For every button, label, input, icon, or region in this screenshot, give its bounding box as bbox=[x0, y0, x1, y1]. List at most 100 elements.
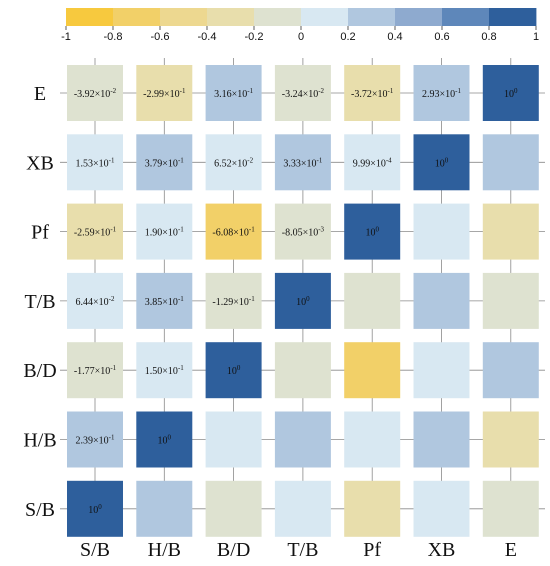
x-tick-label: T/B bbox=[287, 539, 318, 561]
cell-value-label: -3.92×10-2 bbox=[74, 87, 117, 100]
cell-value-label: 1.90×10-1 bbox=[145, 226, 184, 239]
heatmap-cell bbox=[274, 203, 331, 260]
heatmap-cell bbox=[274, 65, 331, 121]
colorbar: -1 -0.8 -0.6 -0.4 -0.2 0 0.2 0.4 0.6 0.8 1 bbox=[61, 8, 539, 43]
heatmap-cell bbox=[344, 134, 401, 191]
heatmap-cell bbox=[205, 203, 262, 260]
colorbar-bin-7 bbox=[395, 8, 443, 26]
colorbar-tick-label: -0.4 bbox=[198, 31, 217, 43]
colorbar-tick-label: -1 bbox=[61, 31, 71, 43]
colorbar-tick-label: 0.2 bbox=[340, 31, 355, 43]
colorbar-bin-9 bbox=[489, 8, 537, 26]
heatmap-cell bbox=[67, 65, 123, 121]
heatmap-cell bbox=[274, 272, 331, 329]
heatmap-cell bbox=[205, 134, 262, 191]
heatmap-cell bbox=[274, 134, 331, 191]
heatmap-cell bbox=[205, 342, 262, 399]
heatmap-cell bbox=[482, 480, 539, 537]
y-tick-label: S/B bbox=[25, 499, 55, 521]
heatmap-cell bbox=[136, 65, 193, 121]
y-tick-label: H/B bbox=[23, 430, 56, 452]
heatmap-cell bbox=[344, 272, 401, 329]
heatmap-cell bbox=[136, 203, 193, 260]
y-tick-label: T/B bbox=[24, 291, 55, 313]
colorbar-bin-6 bbox=[348, 8, 396, 26]
x-tick-label: XB bbox=[428, 539, 456, 561]
colorbar-bin-4 bbox=[254, 8, 302, 26]
heatmap-cell bbox=[482, 272, 539, 329]
cell-value-label: 3.33×10-1 bbox=[283, 156, 322, 169]
cell-value-label: 2.93×10-1 bbox=[422, 87, 461, 100]
colorbar-tick-label: -0.6 bbox=[151, 31, 170, 43]
heatmap-cells: -3.92×10-2 -2.99×10-1 3.16×10-1 -3.24×10-2 -… bbox=[67, 65, 539, 537]
x-tick-label: E bbox=[505, 539, 517, 561]
heatmap-cell bbox=[344, 203, 401, 260]
heatmap-cell bbox=[136, 411, 193, 468]
heatmap-cell bbox=[67, 480, 123, 537]
heatmap-cell bbox=[482, 203, 539, 260]
colorbar-tick-label: -0.8 bbox=[104, 31, 123, 43]
heatmap-cell bbox=[274, 342, 331, 399]
heatmap-cell bbox=[205, 272, 262, 329]
cell-value-label: -2.59×10-1 bbox=[74, 226, 117, 239]
heatmap-cell bbox=[274, 411, 331, 468]
heatmap-cell bbox=[67, 411, 123, 468]
y-tick-label: XB bbox=[26, 152, 54, 174]
cell-value-label: -2.99×10-1 bbox=[143, 87, 186, 100]
colorbar-tick-label: 0.6 bbox=[434, 31, 449, 43]
colorbar-bin-3 bbox=[207, 8, 255, 26]
cell-value-label: 6.44×10-2 bbox=[76, 295, 115, 308]
x-tick-label: Pf bbox=[363, 539, 381, 561]
heatmap-cell bbox=[413, 203, 470, 260]
heatmap-cell bbox=[344, 480, 401, 537]
cell-value-label: -8.05×10-3 bbox=[282, 226, 325, 239]
cell-value-label: 9.99×10-4 bbox=[353, 156, 392, 169]
y-tick-label: Pf bbox=[31, 222, 49, 244]
heatmap-cell bbox=[413, 411, 470, 468]
heatmap-cell bbox=[413, 342, 470, 399]
cell-value-label: -6.08×10-1 bbox=[212, 226, 255, 239]
x-tick-label: H/B bbox=[148, 539, 181, 561]
cell-value-label: 3.85×10-1 bbox=[145, 295, 184, 308]
x-axis-labels: S/B H/B B/D T/B Pf XB E bbox=[80, 539, 517, 561]
cell-value-label: 3.16×10-1 bbox=[214, 87, 253, 100]
heatmap-cell bbox=[344, 65, 401, 121]
heatmap-cell bbox=[67, 134, 123, 191]
heatmap-cell bbox=[136, 480, 193, 537]
cell-value-label: -1.77×10-1 bbox=[74, 364, 117, 377]
colorbar-tick-label: -0.2 bbox=[245, 31, 264, 43]
cell-value-label: 1.50×10-1 bbox=[145, 364, 184, 377]
colorbar-bin-0 bbox=[66, 8, 114, 26]
heatmap-cell bbox=[67, 272, 123, 329]
cell-value-label: 6.52×10-2 bbox=[214, 156, 253, 169]
colorbar-bin-1 bbox=[113, 8, 161, 26]
colorbar-tick-label: 1 bbox=[533, 31, 539, 43]
heatmap-cell bbox=[344, 411, 401, 468]
heatmap-cell bbox=[205, 411, 262, 468]
cell-value-label: -1.29×10-1 bbox=[212, 295, 255, 308]
heatmap-cell bbox=[136, 272, 193, 329]
heatmap-cell bbox=[205, 65, 262, 121]
heatmap-cell bbox=[413, 272, 470, 329]
cell-value-label: 3.79×10-1 bbox=[145, 156, 184, 169]
heatmap-cell bbox=[67, 203, 123, 260]
y-axis-labels: E XB Pf T/B B/D H/B S/B bbox=[23, 83, 56, 521]
x-tick-label: B/D bbox=[217, 539, 250, 561]
heatmap-cell bbox=[482, 411, 539, 468]
cell-value-label: -3.72×10-1 bbox=[351, 87, 394, 100]
heatmap-cell bbox=[205, 480, 262, 537]
heatmap-cell bbox=[413, 134, 470, 191]
heatmap-cell bbox=[482, 134, 539, 191]
heatmap-cell bbox=[274, 480, 331, 537]
y-tick-label: B/D bbox=[23, 360, 56, 382]
colorbar-tick-label: 0 bbox=[298, 31, 304, 43]
heatmap-cell bbox=[136, 134, 193, 191]
heatmap-cell bbox=[482, 342, 539, 399]
colorbar-tick-label: 0.4 bbox=[387, 31, 402, 43]
colorbar-bin-5 bbox=[301, 8, 349, 26]
colorbar-bin-8 bbox=[442, 8, 490, 26]
heatmap-cell bbox=[67, 342, 123, 399]
cell-value-label: 1.53×10-1 bbox=[76, 156, 115, 169]
x-tick-label: S/B bbox=[80, 539, 110, 561]
